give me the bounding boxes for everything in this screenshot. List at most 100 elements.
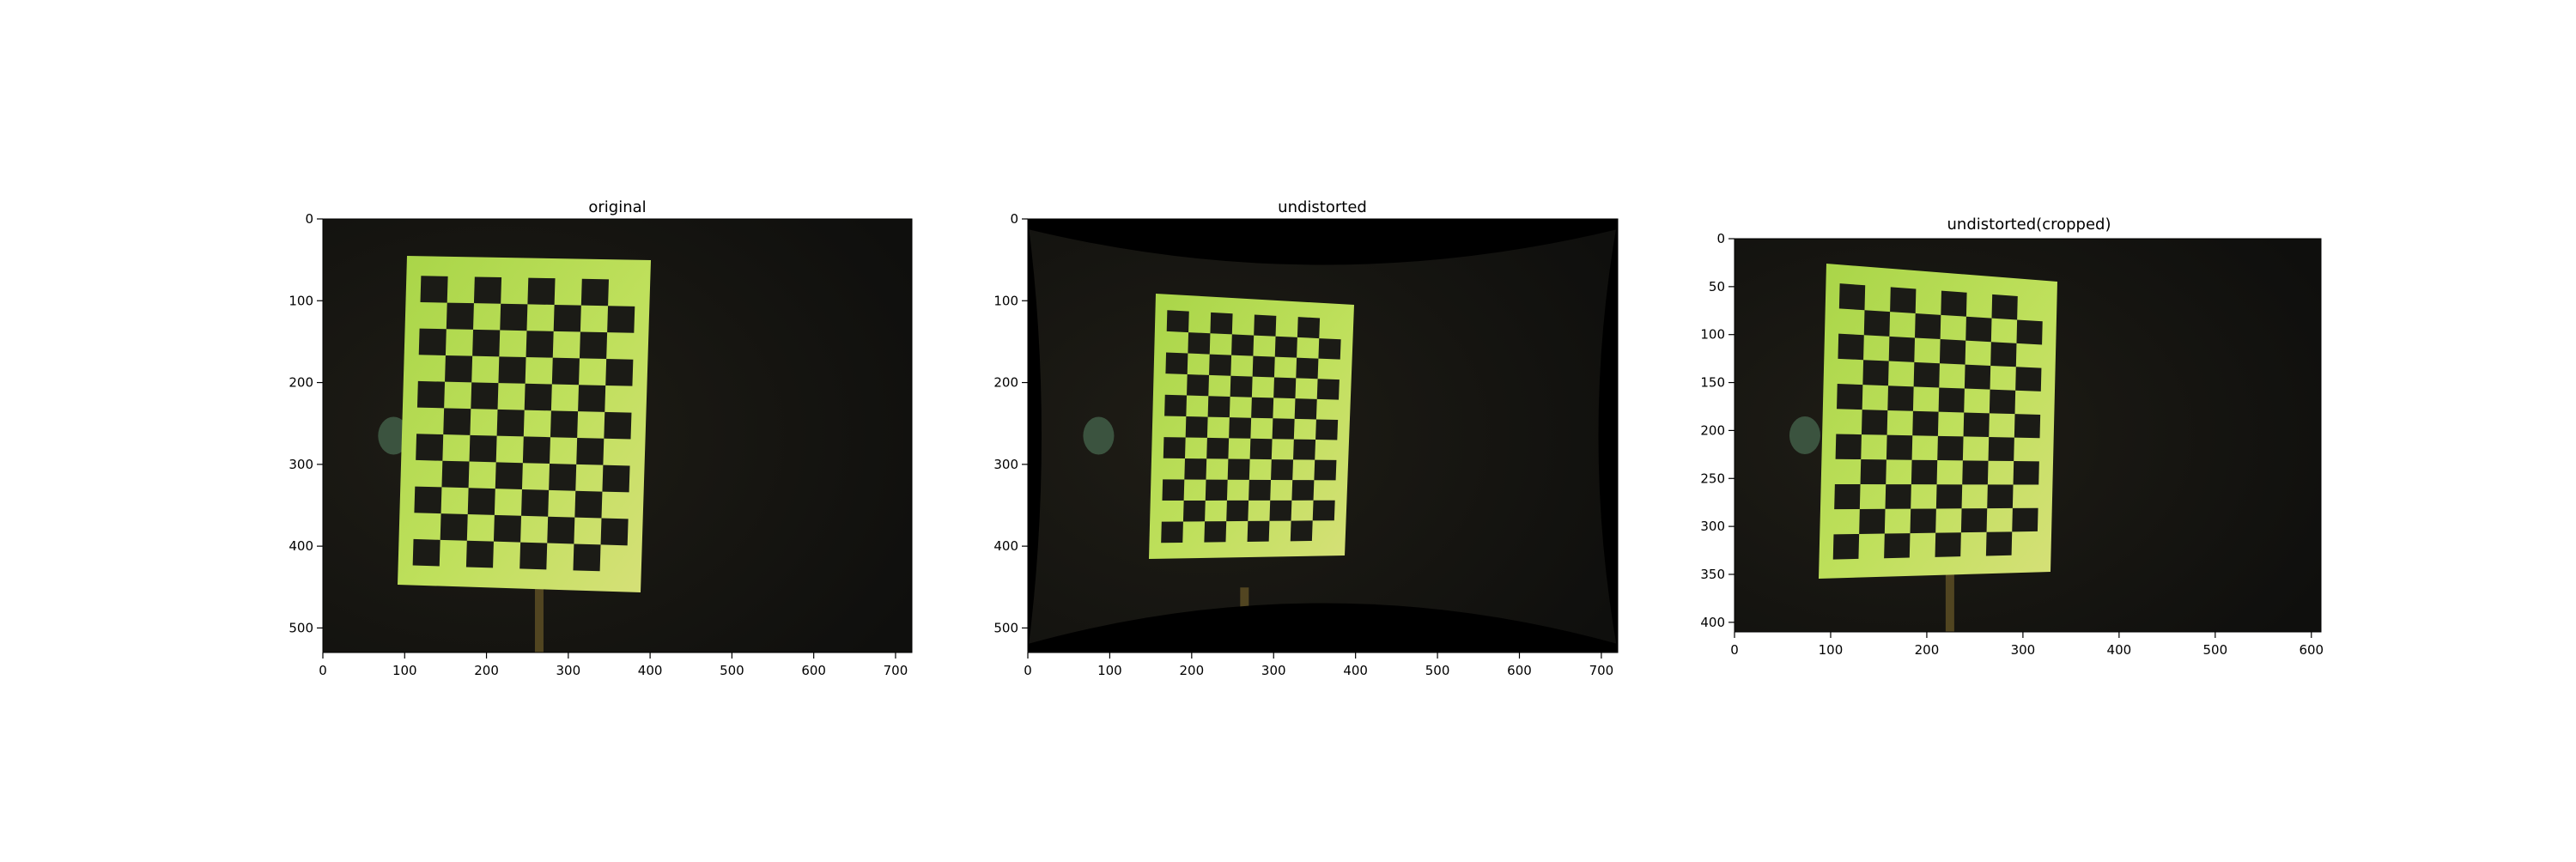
checker-square [549,464,577,491]
checker-square [2014,414,2041,439]
x-tick-label: 500 [720,663,744,678]
checker-square [1863,310,1891,337]
checker-square [1960,508,1988,533]
y-tick-label: 100 [993,293,1018,308]
checker-square [550,410,579,438]
checker-square [1885,484,1911,509]
checker-square [1185,416,1208,438]
checker-square [527,277,556,306]
y-tick-label: 400 [289,538,313,554]
checker-square [1229,417,1252,439]
checker-square [1915,313,1941,340]
checker-square [498,356,526,384]
checker-square [1227,458,1250,480]
checker-square [1249,438,1273,460]
checker-square [1962,460,1989,485]
y-tick-label: 100 [1700,327,1725,343]
checker-square [1935,484,1963,509]
panel-undistorted-image [1028,219,1618,653]
checker-square [1938,387,1965,413]
panel-cropped-image [1735,239,2321,632]
checker-square [1884,533,1911,559]
checker-square [1206,437,1230,459]
checker-square [1166,310,1189,333]
checker-square [1935,532,1961,557]
checker-square [1254,314,1277,337]
checker-square [1273,377,1297,399]
checker-square [580,278,610,307]
checker-square [1184,458,1207,480]
checker-square [604,411,632,440]
checker-square [524,383,552,411]
y-tick-label: 150 [1700,375,1725,391]
checker-square [2015,367,2042,392]
checker-square [496,409,525,437]
checker-square [1937,435,1964,461]
checker-square [2016,319,2043,345]
checker-square [467,488,495,515]
checker-square [578,385,606,412]
checker-square [521,489,550,517]
checker-square [1838,333,1864,361]
checker-square [1912,410,1939,436]
x-tick-label: 300 [2011,642,2036,658]
checker-square [1312,500,1335,521]
panel-original-title: original [588,198,646,216]
checker-square [416,434,444,461]
checker-square [1293,439,1316,460]
checker-square [420,276,448,303]
panel-undistorted-title: undistorted [1278,198,1367,216]
hand-blob [378,416,410,455]
x-tick-label: 600 [1507,663,1532,678]
panel-undistorted-axes: 0 100 200 300 400 500 600 700 0 100 200 300 400 500 [993,211,1619,678]
checker-square [576,437,605,465]
checker-square [551,357,580,385]
stand-pole [1945,573,1954,632]
checker-square [1165,352,1188,375]
checker-square [522,436,550,464]
checker-square [1838,283,1866,311]
checker-square [547,516,575,544]
y-tick-label: 500 [993,620,1018,635]
checker-square [574,490,603,519]
checker-square [465,540,494,568]
checker-square [607,306,635,333]
checker-square [1247,520,1270,542]
x-tick-label: 400 [638,663,663,678]
y-tick-label: 100 [289,293,313,308]
checker-square [1230,375,1253,398]
checker-square [1315,419,1339,440]
checker-square [416,380,446,409]
x-tick-label: 400 [1343,663,1368,678]
y-tick-label: 200 [289,375,313,391]
checker-square [1271,459,1294,481]
checker-square [1205,479,1228,501]
checker-square [440,513,468,541]
panel-original-image [323,219,912,653]
checker-square [1162,479,1185,501]
checker-square [469,434,497,463]
x-tick-label: 500 [1425,663,1450,678]
panel-cropped-axes: 0 100 200 300 400 500 600 0 50 100 150 200 250 300 350… [1700,231,2324,658]
y-tick-label: 0 [305,211,313,227]
checker-square [1860,459,1886,485]
x-tick-label: 0 [1024,663,1032,678]
checker-square [1837,384,1863,410]
checker-square [1835,434,1862,460]
panel-cropped-title: undistorted(cropped) [1947,216,2111,234]
checker-square [473,276,502,304]
hand-blob [1789,416,1820,454]
distortion-border-left [1028,219,1042,653]
checker-square [1251,397,1274,419]
y-tick-label: 400 [1700,615,1725,630]
checker-square [553,305,581,332]
checker-square [1297,317,1321,339]
checker-square [1252,355,1275,378]
y-tick-label: 350 [1700,567,1725,582]
checker-square [414,486,442,514]
panel-original-axes: 0 100 200 300 400 500 600 700 0 100 200 300 400 500 [289,211,913,678]
checker-square [1161,521,1183,543]
checker-square [495,462,523,489]
y-tick-label: 0 [1010,211,1018,227]
